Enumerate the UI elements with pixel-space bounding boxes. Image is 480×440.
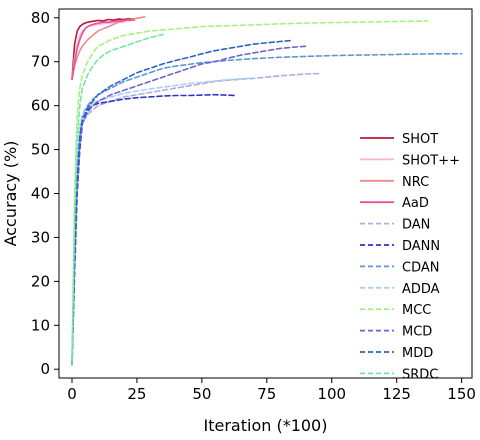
legend-label: CDAN [402,260,439,275]
y-tick-label: 40 [31,185,50,203]
legend-label: MCD [402,325,432,340]
series-line-shot [71,17,136,81]
x-tick-label: 75 [257,385,276,403]
legend-label: AaD [402,196,429,211]
y-axis-label: Accuracy (%) [1,141,20,247]
legend-label: NRC [402,175,429,190]
y-tick-label: 70 [31,53,50,71]
y-tick-label: 0 [40,360,50,378]
series-line-aad [71,19,136,81]
series-layer [71,16,463,366]
series-line-dann [71,93,237,366]
legend: SHOT SHOT++ NRC AaD DAN DANN CDAN ADDA MCC MCD MDD… [360,132,460,382]
y-tick-label: 10 [31,316,50,334]
legend-label: ADDA [402,282,440,297]
legend-label: DANN [402,239,440,254]
series-line-mcd [71,45,307,366]
y-tick-label: 60 [31,97,50,115]
x-tick-label: 150 [447,385,476,403]
x-tick-label: 125 [382,385,411,403]
axes-layer: 0 25 50 75 100 125 150 0 10 20 30 40 50 60 70 80 [31,9,476,403]
y-tick-label: 30 [31,228,50,246]
y-tick-label: 50 [31,141,50,159]
series-line-nrc [71,16,146,81]
legend-label: SHOT++ [402,153,460,168]
legend-label: DAN [402,218,430,233]
series-line-mdd [71,39,291,366]
legend-label: SRDC [402,367,438,382]
x-axis-label: Iteration (*100) [204,416,328,435]
series-line-adda [71,77,255,362]
series-line-mcc [71,20,429,362]
x-tick-label: 50 [192,385,211,403]
legend-label: MDD [402,346,433,361]
legend-label: SHOT [402,132,438,147]
series-line-cdan [71,53,463,362]
y-tick-label: 20 [31,272,50,290]
y-tick-label: 80 [31,9,50,27]
x-tick-label: 25 [127,385,146,403]
legend-label: MCC [402,303,431,318]
series-line-srdc [71,33,164,366]
x-tick-label: 0 [67,385,77,403]
x-tick-label: 100 [317,385,346,403]
